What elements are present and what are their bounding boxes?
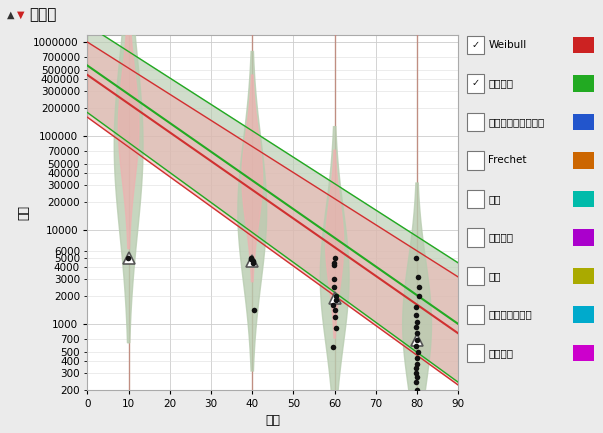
Point	[412, 365, 421, 372]
Point	[412, 336, 422, 343]
Bar	[573, 268, 594, 284]
Point	[329, 259, 339, 266]
Point	[413, 273, 423, 280]
Polygon shape	[326, 150, 344, 338]
Polygon shape	[403, 183, 432, 433]
Text: ▲: ▲	[7, 10, 14, 19]
Text: 最大極値: 最大極値	[488, 348, 513, 358]
Point	[412, 355, 421, 362]
Bar	[467, 36, 484, 54]
Point	[412, 330, 422, 336]
Text: 散布図: 散布図	[29, 7, 56, 22]
Point	[412, 386, 421, 393]
Text: 対数ロジスティック: 対数ロジスティック	[488, 117, 545, 127]
Bar	[467, 305, 484, 324]
Point	[412, 255, 421, 262]
Bar	[467, 190, 484, 208]
Point	[411, 343, 421, 350]
Bar	[573, 307, 594, 323]
Point	[411, 324, 420, 331]
Point	[412, 374, 422, 381]
Text: Weibull: Weibull	[488, 40, 526, 50]
Bar	[573, 345, 594, 361]
Point	[411, 311, 421, 318]
Y-axis label: 時間: 時間	[17, 205, 30, 220]
Polygon shape	[118, 4, 139, 249]
Point	[329, 283, 338, 290]
Point	[330, 307, 340, 314]
Polygon shape	[242, 75, 262, 282]
Point	[329, 343, 338, 350]
Point	[124, 255, 133, 262]
Point	[331, 325, 341, 332]
Text: Frechet: Frechet	[488, 155, 527, 165]
Point	[329, 276, 338, 283]
Point	[412, 360, 421, 367]
Point	[329, 262, 338, 269]
Bar	[467, 113, 484, 131]
Point	[332, 297, 341, 304]
Text: ▼: ▼	[17, 10, 24, 19]
Point	[246, 254, 256, 261]
Text: 対数正規: 対数正規	[488, 78, 513, 88]
Point	[414, 283, 423, 290]
Text: 最小極値: 最小極値	[488, 233, 513, 242]
X-axis label: 温度: 温度	[265, 414, 280, 427]
Bar	[467, 152, 484, 170]
Bar	[573, 229, 594, 246]
Point	[248, 259, 258, 266]
Point	[411, 370, 421, 377]
Point	[331, 292, 341, 299]
Text: 指数: 指数	[488, 194, 501, 204]
Text: ✓: ✓	[472, 78, 479, 88]
Point	[411, 304, 420, 311]
Point	[246, 255, 256, 262]
Point	[330, 255, 339, 262]
Bar	[467, 344, 484, 362]
Bar	[573, 114, 594, 130]
Text: ロジスティック: ロジスティック	[488, 310, 532, 320]
Point	[412, 379, 421, 386]
Text: 正規: 正規	[488, 271, 501, 281]
Bar	[467, 74, 484, 93]
Point	[249, 307, 259, 314]
Text: ✓: ✓	[472, 40, 479, 50]
Polygon shape	[320, 127, 349, 427]
Point	[328, 301, 338, 308]
Polygon shape	[238, 52, 267, 371]
Point	[412, 319, 422, 326]
Point	[248, 257, 257, 264]
Bar	[467, 267, 484, 285]
Bar	[467, 228, 484, 247]
Bar	[573, 75, 594, 91]
Point	[413, 349, 423, 356]
Bar	[573, 152, 594, 168]
Point	[330, 313, 340, 320]
Bar	[573, 37, 594, 53]
Polygon shape	[114, 0, 143, 343]
Point	[414, 292, 423, 299]
Bar	[573, 191, 594, 207]
